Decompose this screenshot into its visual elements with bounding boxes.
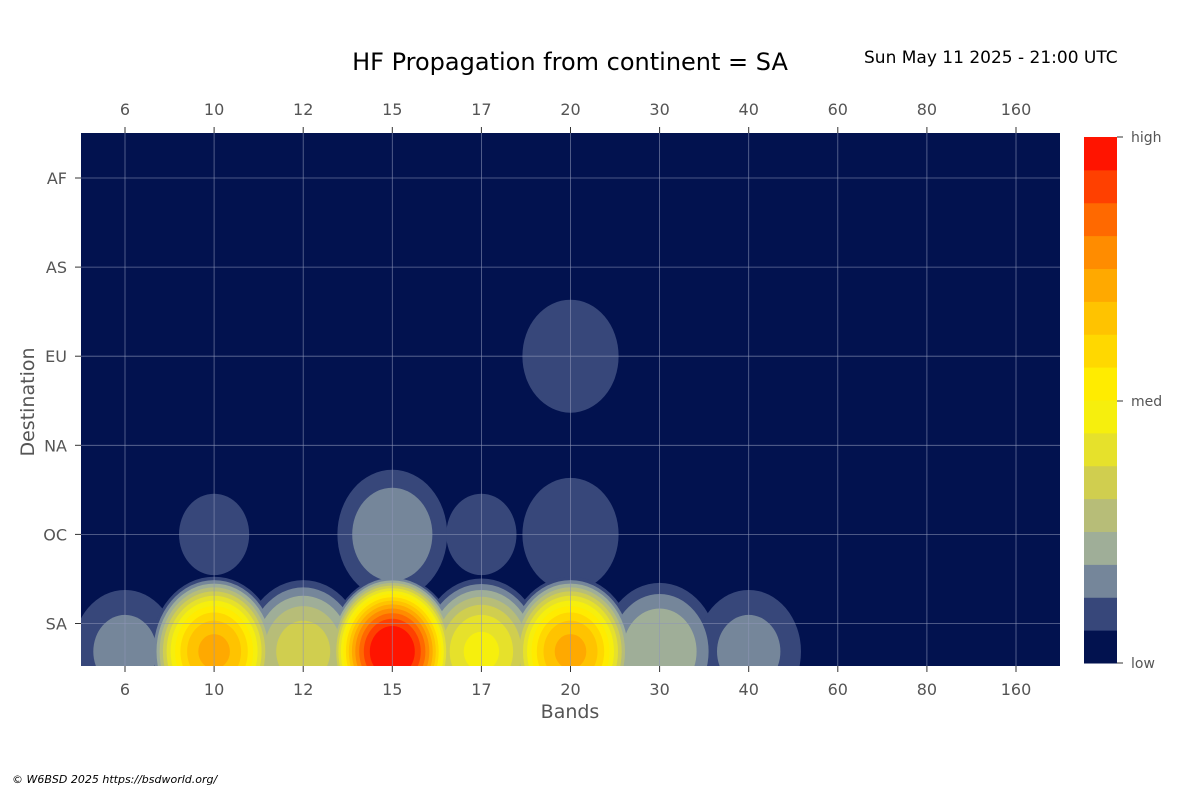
colorbar-label: high (1131, 130, 1162, 146)
colorbar-segment (1084, 400, 1117, 434)
colorbar-segment (1084, 564, 1117, 598)
x-tick-label-bottom: 60 (828, 680, 848, 699)
x-tick-label-top: 40 (739, 100, 759, 119)
y-axis-label: Destination (17, 347, 39, 456)
x-tick-label-bottom: 80 (917, 680, 937, 699)
colorbar-segment (1084, 235, 1117, 270)
x-tick-label-top: 20 (560, 100, 580, 119)
x-tick-label-bottom: 10 (204, 680, 224, 699)
x-axis-label: Bands (541, 701, 600, 723)
x-tick-label-top: 60 (828, 100, 848, 119)
colorbar-segment (1084, 169, 1117, 204)
y-tick-label: AF (47, 169, 67, 188)
x-tick-label-top: 10 (204, 100, 224, 119)
x-tick-label-top: 160 (1001, 100, 1032, 119)
x-tick-label-bottom: 20 (560, 680, 580, 699)
x-tick-label-top: 30 (649, 100, 669, 119)
x-tick-label-bottom: 12 (293, 680, 313, 699)
y-tick-label: EU (45, 347, 67, 366)
colorbar-segment (1084, 301, 1117, 335)
y-tick-label: OC (43, 525, 67, 544)
x-tick-label-bottom: 17 (471, 680, 491, 699)
colorbar-label: med (1131, 394, 1162, 410)
colorbar-segment (1084, 334, 1117, 368)
axis-ticks: 6 6 10 10 12 12 15 15 17 17 20 20 30 30 40 40 60 60 80 80 16… (43, 100, 1031, 699)
x-tick-label-bottom: 30 (649, 680, 669, 699)
y-tick-label: AS (46, 258, 67, 277)
chart-title: HF Propagation from continent = SA (352, 48, 788, 76)
x-tick-label-top: 80 (917, 100, 937, 119)
x-tick-label-bottom: 15 (382, 680, 402, 699)
colorbar-segment (1084, 630, 1117, 664)
x-tick-label-top: 6 (120, 100, 130, 119)
colorbar: high med low (1084, 130, 1162, 672)
y-tick-label: NA (44, 436, 67, 455)
colorbar-segment (1084, 137, 1117, 171)
colorbar-segment (1084, 367, 1117, 401)
x-tick-label-top: 17 (471, 100, 491, 119)
x-tick-label-bottom: 6 (120, 680, 130, 699)
colorbar-segment (1084, 432, 1117, 467)
colorbar-segment (1084, 531, 1117, 565)
colorbar-segment (1084, 597, 1117, 631)
x-tick-label-bottom: 160 (1001, 680, 1032, 699)
colorbar-segment (1084, 498, 1117, 533)
colorbar-segment (1084, 268, 1117, 302)
timestamp: Sun May 11 2025 - 21:00 UTC (864, 48, 1118, 68)
x-tick-label-top: 15 (382, 100, 402, 119)
x-tick-label-top: 12 (293, 100, 313, 119)
credit-footer: © W6BSD 2025 https://bsdworld.org/ (12, 773, 218, 786)
gridlines (81, 133, 1060, 666)
colorbar-segment (1084, 202, 1117, 237)
y-tick-label: SA (46, 615, 67, 634)
x-tick-label-bottom: 40 (739, 680, 759, 699)
colorbar-label: low (1131, 656, 1155, 672)
colorbar-segment (1084, 465, 1117, 500)
